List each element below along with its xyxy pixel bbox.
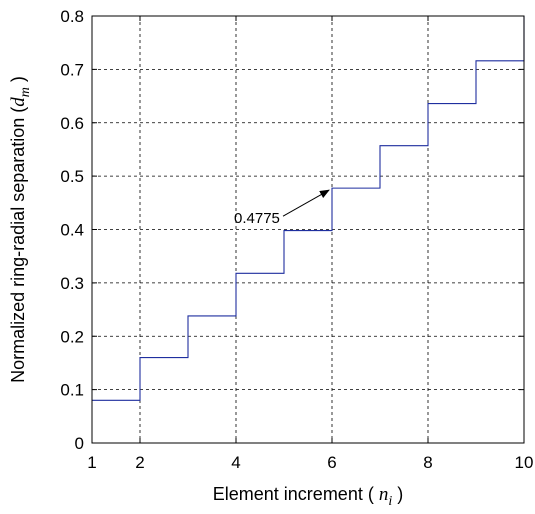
y-tick-label: 0.2 xyxy=(60,327,84,346)
y-tick-label: 0.3 xyxy=(60,274,84,293)
x-tick-label: 10 xyxy=(515,453,534,472)
y-tick-label: 0.1 xyxy=(60,381,84,400)
tick-marks xyxy=(91,15,525,444)
x-tick-label: 4 xyxy=(231,453,240,472)
tick-labels: 1 2 4 6 8 10 0 0.1 0.2 0.3 0.4 0.5 0.6 0.7 0.8 xyxy=(60,7,533,472)
annotation-arrow xyxy=(282,189,330,217)
x-axis-label: Element increment ( ni ) xyxy=(213,484,403,509)
x-tick-label: 1 xyxy=(87,453,96,472)
y-tick-label: 0.7 xyxy=(60,60,84,79)
y-tick-label: 0.4 xyxy=(60,221,84,240)
annotation-label: 0.4775 xyxy=(234,210,280,227)
y-axis-label: Normalized ring-radial separation (dm ) xyxy=(8,76,33,383)
annotations: 0.4775 xyxy=(234,189,330,227)
y-tick-label: 0.5 xyxy=(60,167,84,186)
y-tick-label: 0.6 xyxy=(60,114,84,133)
x-tick-label: 2 xyxy=(135,453,144,472)
x-tick-label: 6 xyxy=(327,453,336,472)
y-tick-label: 0 xyxy=(75,434,84,453)
x-tick-label: 8 xyxy=(423,453,432,472)
grid-lines xyxy=(92,16,524,443)
series-step-line xyxy=(92,16,525,401)
y-tick-label: 0.8 xyxy=(60,7,84,26)
series-layer xyxy=(92,16,525,401)
